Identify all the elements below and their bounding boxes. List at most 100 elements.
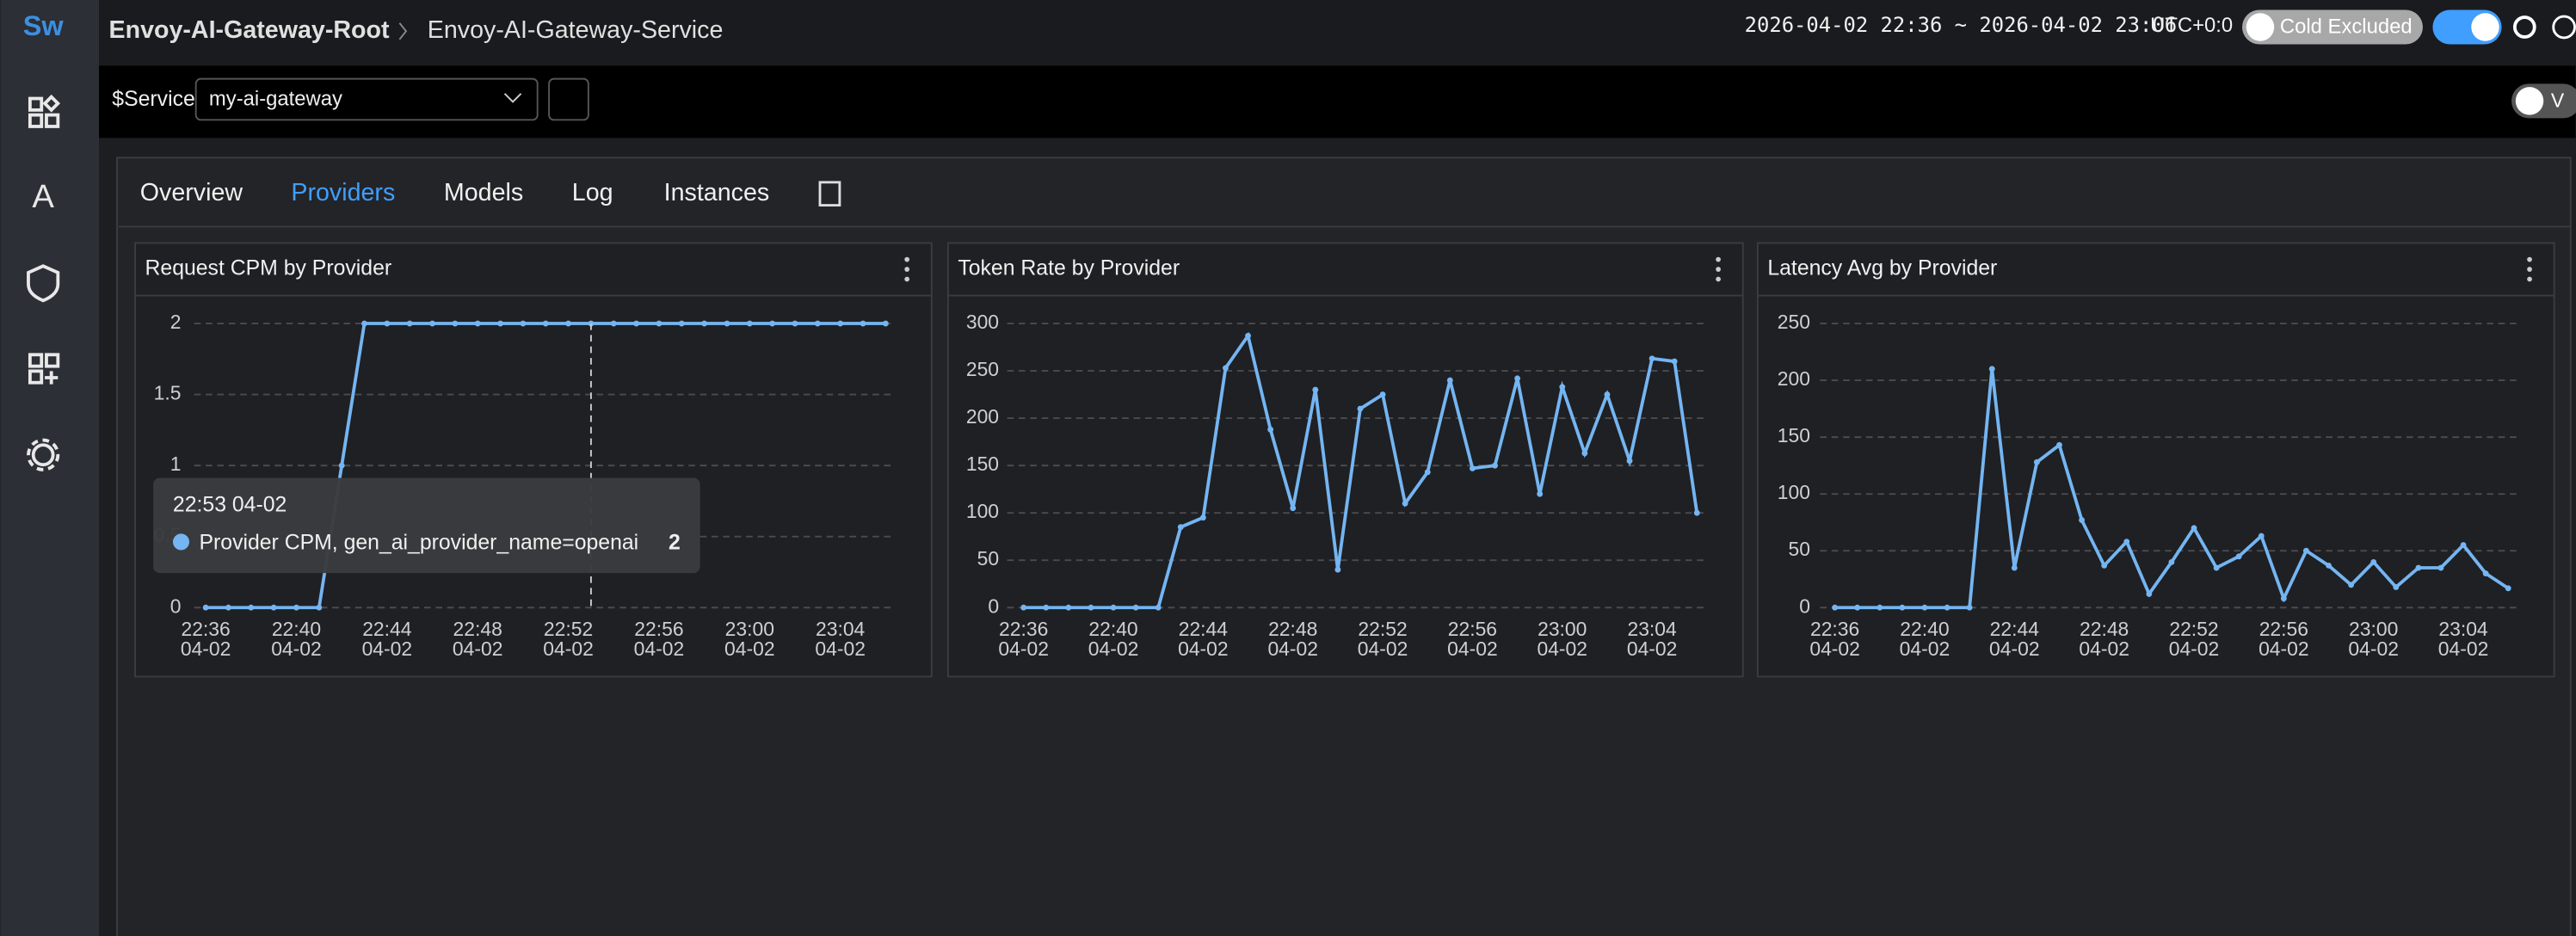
chart-menu-dot[interactable] [2527, 267, 2532, 272]
x-tick-sublabel: 04-02 [2079, 637, 2129, 660]
cold-toggle[interactable] [2241, 9, 2423, 45]
chart-menu-dot[interactable] [2527, 256, 2532, 262]
icon-dashboard-c[interactable] [45, 113, 60, 128]
data-point [1514, 375, 1521, 382]
tab-copy-icon[interactable] [818, 181, 841, 207]
icon-add-a[interactable] [28, 353, 44, 368]
service-value: my-ai-gateway [209, 88, 342, 111]
tab[interactable]: Providers [291, 179, 395, 206]
data-point [452, 320, 459, 327]
data-point [633, 320, 640, 327]
y-tick-label: 0 [988, 594, 999, 617]
data-point [1671, 358, 1678, 365]
data-point [2303, 547, 2309, 554]
x-tick-label: 22:36 [999, 618, 1048, 640]
data-point [2415, 564, 2422, 571]
icon-add-b[interactable] [45, 353, 60, 368]
data-point [565, 320, 572, 327]
chart-menu-dot[interactable] [1716, 267, 1721, 272]
data-point [2101, 562, 2108, 569]
x-tick-label: 22:48 [1268, 618, 1317, 640]
tab[interactable]: Instances [664, 179, 770, 206]
data-point [1877, 604, 1883, 611]
x-tick-sublabel: 04-02 [998, 637, 1049, 660]
data-point [724, 320, 730, 327]
x-tick-sublabel: 04-02 [1358, 637, 1408, 660]
chart-menu-dot[interactable] [904, 276, 910, 282]
x-tick-label: 22:44 [362, 618, 412, 640]
data-point [429, 320, 435, 327]
info-icon[interactable] [2552, 15, 2576, 40]
data-point [2033, 459, 2040, 465]
data-point [1988, 366, 1995, 373]
x-tick-label: 22:36 [1810, 618, 1859, 640]
data-point [361, 320, 367, 327]
data-point [1424, 469, 1431, 476]
icon-dashboard[interactable] [28, 96, 44, 112]
chart-menu-dot[interactable] [904, 256, 910, 262]
x-tick-sublabel: 04-02 [2348, 637, 2399, 660]
data-point [769, 320, 776, 327]
y-tick-label: 200 [966, 405, 999, 428]
data-point [1921, 604, 1928, 611]
cold-toggle-label: Cold Excluded [2280, 15, 2413, 39]
icon-settings-gear[interactable] [27, 438, 60, 471]
data-point [1177, 524, 1184, 531]
data-point [1899, 604, 1906, 611]
icon-dashboard-d[interactable] [42, 94, 61, 113]
data-point [1088, 604, 1094, 611]
x-tick-sublabel: 04-02 [1627, 637, 1678, 660]
charts: Request CPM by Provider00.511.5222:3604-… [134, 242, 2555, 678]
breadcrumb-root[interactable]: Envoy-AI-Gateway-Root [109, 16, 391, 44]
chart-panel [946, 242, 1744, 678]
data-point [1581, 450, 1588, 457]
data-point [1649, 355, 1655, 362]
data-point [1626, 458, 1633, 465]
data-point [701, 320, 708, 327]
data-point [1693, 509, 1700, 516]
tab[interactable]: Models [444, 179, 523, 206]
y-tick-label: 150 [966, 453, 999, 475]
data-point [2123, 539, 2130, 545]
reload-icon[interactable] [2512, 15, 2536, 39]
data-point [2437, 564, 2444, 571]
x-tick-sublabel: 04-02 [815, 637, 866, 660]
chart-menu-dot[interactable] [904, 267, 910, 272]
data-point [2191, 525, 2197, 532]
x-tick-sublabel: 04-02 [1267, 637, 1318, 660]
service-select[interactable] [194, 77, 539, 121]
x-tick-label: 23:00 [1538, 618, 1587, 640]
data-point [384, 320, 391, 327]
x-tick-label: 22:52 [1358, 618, 1407, 640]
icon-settings[interactable] [31, 443, 55, 467]
logo: Sw [23, 10, 65, 41]
icon-dashboard-b[interactable] [28, 113, 44, 128]
sidebar-icons: A [27, 94, 61, 471]
chart-menu-dot[interactable] [2527, 276, 2532, 282]
data-point [1537, 490, 1544, 497]
chart-menu-dot[interactable] [1716, 256, 1721, 262]
chart-panel [134, 242, 933, 678]
icon-ai[interactable]: A [32, 178, 54, 215]
time-range[interactable]: 2026-04-02 22:36 ~ 2026-04-02 23:06 [1745, 13, 2177, 37]
data-point [2505, 585, 2511, 592]
icon-add-c[interactable] [28, 369, 44, 385]
chart-menu-dot[interactable] [1716, 276, 1721, 282]
y-tick-label: 50 [977, 547, 999, 570]
y-tick-label: 250 [1778, 311, 1810, 333]
topology-button[interactable] [548, 77, 589, 121]
data-point [2393, 584, 2400, 590]
data-point [1559, 384, 1566, 391]
tab[interactable]: Overview [140, 179, 243, 206]
data-point [792, 320, 798, 327]
tab[interactable]: Log [572, 179, 613, 206]
data-point [1290, 505, 1297, 512]
icon-alert[interactable] [27, 264, 60, 303]
x-tick-label: 22:36 [181, 618, 230, 640]
data-point [2460, 542, 2467, 549]
icon-add-d[interactable] [45, 371, 59, 385]
data-point [2258, 533, 2265, 539]
data-point [2280, 595, 2287, 602]
y-tick-label: 50 [1789, 538, 1810, 560]
